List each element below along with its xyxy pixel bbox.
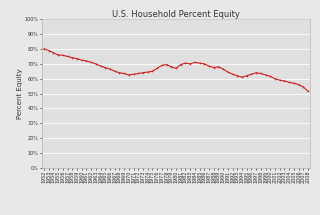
Title: U.S. Household Percent Equity: U.S. Household Percent Equity bbox=[112, 10, 240, 18]
Y-axis label: Percent Equity: Percent Equity bbox=[17, 68, 23, 119]
